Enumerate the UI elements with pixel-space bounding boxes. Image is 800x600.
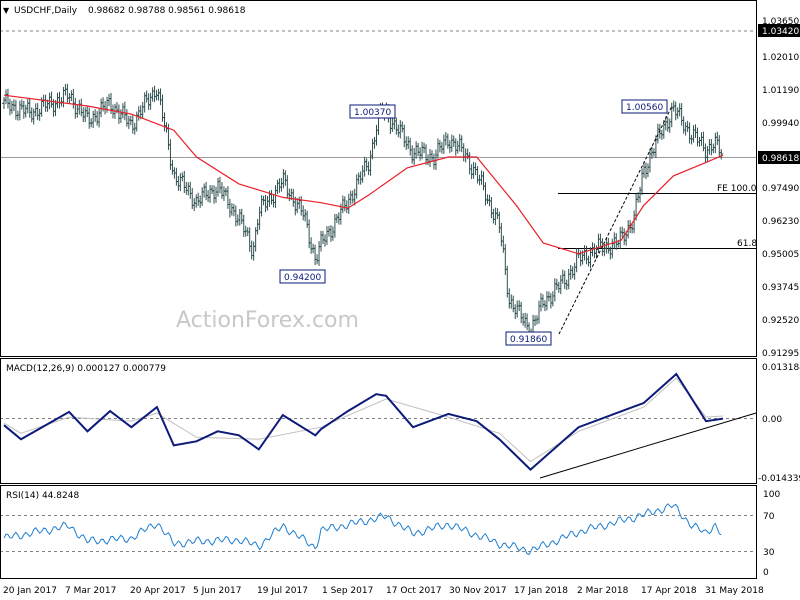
price-tick-1-02010: 1.02010 <box>762 53 799 63</box>
date-tick: 2 Mar 2018 <box>577 586 629 596</box>
uptrend-dotted-line <box>558 105 673 335</box>
macd-trendline <box>539 412 757 479</box>
macd-panel: MACD(12,26,9) 0.000127 0.000779 <box>0 364 757 479</box>
date-tick: 7 Mar 2017 <box>65 586 116 596</box>
macd-signal-line <box>3 377 724 463</box>
rsi-tick-100: 100 <box>763 490 780 500</box>
date-tick: 5 Jun 2017 <box>193 586 241 596</box>
watermark: ActionForex.com <box>176 308 359 333</box>
rsi-tick-70: 70 <box>763 512 775 522</box>
annotation-1-00560-label: 1.00560 <box>626 103 663 113</box>
resistance-price-flag <box>758 24 800 37</box>
price-tick-0-92520: 0.92520 <box>762 316 799 326</box>
moving-average-line <box>3 94 724 255</box>
ohlc-values: 0.98682 0.98788 0.98561 0.98618 <box>88 6 246 16</box>
fib-61-8-level-label: 61.8 <box>737 239 757 249</box>
annotation-0-91860: 0.91860 <box>505 331 552 346</box>
macd-title: MACD(12,26,9) 0.000127 0.000779 <box>6 364 166 374</box>
price-tick-0-99940: 0.99940 <box>762 119 799 129</box>
date-tick: 17 Jan 2018 <box>514 586 568 596</box>
macd-tick-bottom: -0.014339 <box>758 474 800 484</box>
macd-axis: 0.013184 0.00 -0.014339 <box>758 363 800 484</box>
chart-menu-arrow[interactable]: ▼ <box>3 6 10 15</box>
rsi-tick-30: 30 <box>763 548 775 558</box>
price-tick-0-96230: 0.96230 <box>762 217 799 227</box>
date-tick: 19 Jul 2017 <box>257 586 308 596</box>
price-tick-0-91295: 0.91295 <box>762 349 799 359</box>
macd-tick-top: 0.013184 <box>762 363 800 373</box>
annotation-0-91860-label: 0.91860 <box>510 335 547 345</box>
date-tick: 1 Sep 2017 <box>322 586 373 596</box>
fe-100-level-label: FE 100.0 <box>717 184 757 194</box>
annotation-1-00370-label: 1.00370 <box>354 108 391 118</box>
date-tick: 30 Nov 2017 <box>449 586 507 596</box>
symbol-label: USDCHF,Daily <box>14 6 78 16</box>
annotation-0-94200: 0.94200 <box>279 269 326 284</box>
date-tick: 31 May 2018 <box>705 586 764 596</box>
annotation-1-00370: 1.00370 <box>349 104 396 119</box>
annotation-0-94200-label: 0.94200 <box>284 273 321 283</box>
price-tick-1-01190: 1.01190 <box>762 86 799 96</box>
date-axis: 20 Jan 2017 7 Mar 2017 20 Apr 2017 5 Jun… <box>3 586 764 596</box>
rsi-panel-frame <box>0 485 757 579</box>
price-tick-1-03650: 1.03650 <box>762 17 799 27</box>
date-tick: 17 Apr 2018 <box>641 586 697 596</box>
rsi-tick-0: 0 <box>763 568 769 578</box>
date-tick: 20 Jan 2017 <box>3 586 57 596</box>
ohlc-bar <box>719 149 724 160</box>
price-axis: 1.03650 1.02010 1.01190 0.99940 0.97490 … <box>758 17 800 359</box>
price-tick-0-93745: 0.93745 <box>762 283 799 293</box>
macd-tick-zero: 0.00 <box>762 415 782 425</box>
macd-panel-frame <box>0 358 757 484</box>
annotation-1-00560: 1.00560 <box>621 99 668 114</box>
price-panel: ActionForex.com FE 100.0 61.8 1.00370 0.… <box>0 6 757 346</box>
price-tick-0-97490: 0.97490 <box>762 184 799 194</box>
rsi-panel: RSI(14) 44.8248 <box>0 491 756 556</box>
price-tick-0-95005: 0.95005 <box>762 250 799 260</box>
price-panel-frame <box>0 0 757 357</box>
rsi-axis: 100 70 30 0 <box>763 490 780 578</box>
rsi-line <box>3 503 722 556</box>
current-price-flag-label: 0.98618 <box>762 154 799 164</box>
date-tick: 17 Oct 2017 <box>386 586 442 596</box>
rsi-title: RSI(14) 44.8248 <box>6 491 79 501</box>
date-tick: 20 Apr 2017 <box>130 586 186 596</box>
price-bars <box>2 83 724 344</box>
macd-main-line <box>3 372 724 471</box>
resistance-price-flag-label: 1.03420 <box>762 27 799 37</box>
current-price-flag <box>758 151 800 164</box>
